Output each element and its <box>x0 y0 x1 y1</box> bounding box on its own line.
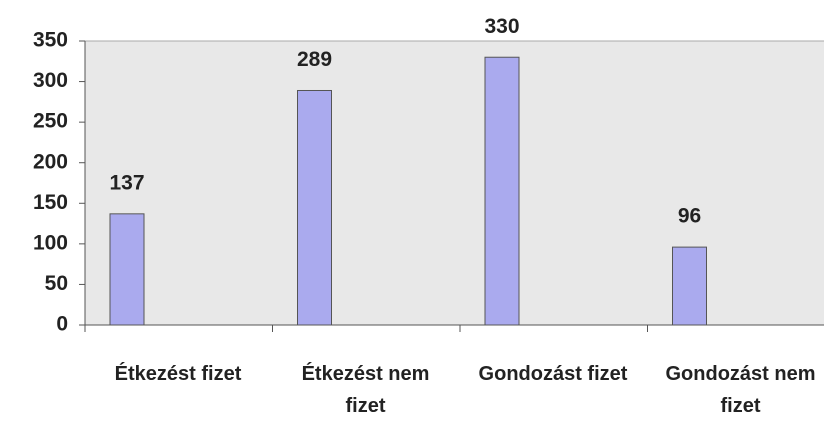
x-tick-label: Gondozást fizet <box>478 363 628 385</box>
plot-area <box>84 40 824 326</box>
data-label: 289 <box>297 48 332 71</box>
y-tick-label: 150 <box>33 191 68 214</box>
data-label: 96 <box>678 205 701 228</box>
bar <box>484 56 520 326</box>
bar <box>109 213 145 326</box>
y-tick-label: 300 <box>33 69 68 92</box>
x-tick-label: Étkezést fizet <box>114 363 242 385</box>
y-tick-label: 0 <box>56 313 68 336</box>
y-tick-label: 100 <box>33 231 68 254</box>
y-tick-label: 50 <box>45 272 68 295</box>
y-tick-label: 350 <box>33 29 68 52</box>
y-tick-label: 200 <box>33 150 68 173</box>
x-tick-label: Étkezést nem fizet <box>301 363 430 417</box>
data-label: 137 <box>109 171 144 194</box>
x-tick-label: Gondozást nem fizet <box>665 363 816 417</box>
data-label: 330 <box>484 15 519 38</box>
bar <box>297 89 332 326</box>
bar <box>672 246 707 326</box>
y-tick-label: 250 <box>33 110 68 133</box>
